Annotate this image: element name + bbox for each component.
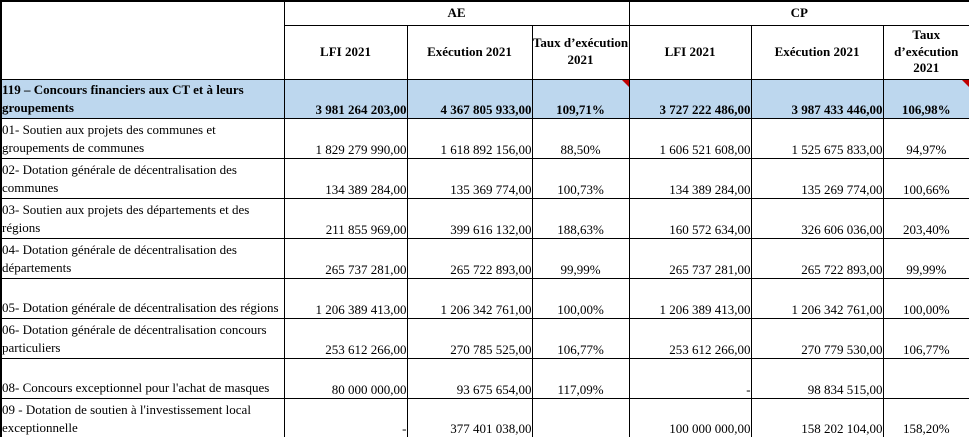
cell-cp-taux: 100,66%	[882, 157, 969, 199]
cell-cp-lfi: 3 727 222 486,00	[628, 78, 752, 119]
cell-ae-taux: 188,63%	[531, 197, 630, 239]
cell-cp-exec: 1 206 342 761,00	[750, 277, 884, 319]
cell-ae-exec: 1 618 892 156,00	[406, 117, 533, 159]
row-label: 01- Soutien aux projets des communes et …	[0, 117, 285, 159]
cell-ae-lfi: 3 981 264 203,00	[283, 78, 408, 119]
cell-ae-lfi: 265 737 281,00	[283, 237, 408, 279]
cell-cp-exec: 158 202 104,00	[750, 397, 884, 437]
group-header-cp: CP	[628, 0, 969, 26]
row-label: 03- Soutien aux projets des départements…	[0, 197, 285, 239]
cell-cp-exec: 326 606 036,00	[750, 197, 884, 239]
cell-ae-exec: 399 616 132,00	[406, 197, 533, 239]
cell-cp-taux: 106,98%	[882, 78, 969, 119]
table-row-action-09: 09 - Dotation de soutien à l'investissem…	[0, 397, 969, 437]
cell-ae-lfi: -	[283, 397, 408, 437]
cell-ae-exec: 135 369 774,00	[406, 157, 533, 199]
cell-cp-taux-value: 106,98%	[901, 101, 951, 117]
cell-cp-taux: 158,20%	[882, 397, 969, 437]
cell-ae-lfi: 134 389 284,00	[283, 157, 408, 199]
cell-ae-taux: 117,09%	[531, 357, 630, 399]
group-header-ae: AE	[283, 0, 630, 26]
cell-cp-exec: 98 834 515,00	[750, 357, 884, 399]
cell-ae-taux	[531, 397, 630, 437]
column-header-row: LFI 2021 Exécution 2021 Taux d’exécution…	[1, 24, 969, 80]
cell-ae-taux: 106,77%	[531, 317, 630, 359]
cell-cp-exec: 135 269 774,00	[750, 157, 884, 199]
cell-ae-lfi: 253 612 266,00	[283, 317, 408, 359]
cell-cp-taux: 99,99%	[882, 237, 969, 279]
table-header: AE CP LFI 2021 Exécution 2021 Taux d’exé…	[0, 0, 969, 80]
cell-ae-exec: 93 675 654,00	[406, 357, 533, 399]
cell-cp-taux: 203,40%	[882, 197, 969, 239]
cell-cp-exec: 265 722 893,00	[750, 237, 884, 279]
cell-cp-lfi: 160 572 634,00	[628, 197, 752, 239]
table-row-program-119: 119 – Concours financiers aux CT et à le…	[0, 78, 969, 119]
corner-cell	[0, 0, 285, 80]
table-row-action-05: 05- Dotation générale de décentralisatio…	[0, 277, 969, 319]
cell-cp-exec: 1 525 675 833,00	[750, 117, 884, 159]
cell-cp-taux: 94,97%	[882, 117, 969, 159]
table-row-action-03: 03- Soutien aux projets des départements…	[0, 197, 969, 239]
col-header-ae-execution: Exécution 2021	[406, 24, 533, 80]
col-header-cp-execution: Exécution 2021	[750, 24, 884, 80]
table-row-action-02: 02- Dotation générale de décentralisatio…	[0, 157, 969, 199]
cell-cp-lfi: 100 000 000,00	[628, 397, 752, 437]
cell-cp-lfi: 1 206 389 413,00	[628, 277, 752, 319]
cell-ae-exec: 1 206 342 761,00	[406, 277, 533, 319]
row-label: 04- Dotation générale de décentralisatio…	[0, 237, 285, 279]
cell-ae-taux: 109,71%	[531, 78, 630, 119]
cell-ae-lfi: 211 855 969,00	[283, 197, 408, 239]
cell-ae-taux: 100,73%	[531, 157, 630, 199]
cell-cp-lfi: 1 606 521 608,00	[628, 117, 752, 159]
row-label: 09 - Dotation de soutien à l'investissem…	[0, 397, 285, 437]
table-row-action-06: 06- Dotation générale de décentralisatio…	[0, 317, 969, 359]
cell-cp-taux	[882, 357, 969, 399]
cell-cp-exec: 270 779 530,00	[750, 317, 884, 359]
cell-cp-lfi: 253 612 266,00	[628, 317, 752, 359]
table-row-action-08: 08- Concours exceptionnel pour l'achat d…	[0, 357, 969, 399]
table-row-action-01: 01- Soutien aux projets des communes et …	[0, 117, 969, 159]
cell-cp-taux: 100,00%	[882, 277, 969, 319]
col-header-ae-lfi: LFI 2021	[283, 24, 408, 80]
row-label: 08- Concours exceptionnel pour l'achat d…	[0, 357, 285, 399]
cell-ae-exec: 265 722 893,00	[406, 237, 533, 279]
cell-cp-lfi: 265 737 281,00	[628, 237, 752, 279]
comment-marker-icon	[962, 80, 969, 87]
cell-cp-lfi: 134 389 284,00	[628, 157, 752, 199]
cell-ae-taux: 100,00%	[531, 277, 630, 319]
cell-ae-taux-value: 109,71%	[556, 101, 605, 117]
table-row-action-04: 04- Dotation générale de décentralisatio…	[0, 237, 969, 279]
row-label: 02- Dotation générale de décentralisatio…	[0, 157, 285, 199]
col-header-ae-taux: Taux d’exécution 2021	[531, 24, 630, 80]
row-label: 119 – Concours financiers aux CT et à le…	[0, 78, 285, 119]
col-header-cp-taux: Taux d’exécution 2021	[882, 24, 969, 80]
row-label: 06- Dotation générale de décentralisatio…	[0, 317, 285, 359]
cell-ae-lfi: 80 000 000,00	[283, 357, 408, 399]
row-label: 05- Dotation générale de décentralisatio…	[0, 277, 285, 319]
cell-ae-taux: 99,99%	[531, 237, 630, 279]
table-body: 119 – Concours financiers aux CT et à le…	[0, 78, 969, 437]
cell-cp-taux: 106,77%	[882, 317, 969, 359]
cell-cp-lfi: -	[628, 357, 752, 399]
cell-ae-exec: 4 367 805 933,00	[406, 78, 533, 119]
cell-cp-exec: 3 987 433 446,00	[750, 78, 884, 119]
cell-ae-taux: 88,50%	[531, 117, 630, 159]
cell-ae-lfi: 1 829 279 990,00	[283, 117, 408, 159]
col-header-cp-lfi: LFI 2021	[628, 24, 752, 80]
cell-ae-lfi: 1 206 389 413,00	[283, 277, 408, 319]
comment-marker-icon	[621, 80, 629, 87]
cell-ae-exec: 270 785 525,00	[406, 317, 533, 359]
cell-ae-exec: 377 401 038,00	[406, 397, 533, 437]
group-header-row: AE CP	[0, 0, 969, 80]
